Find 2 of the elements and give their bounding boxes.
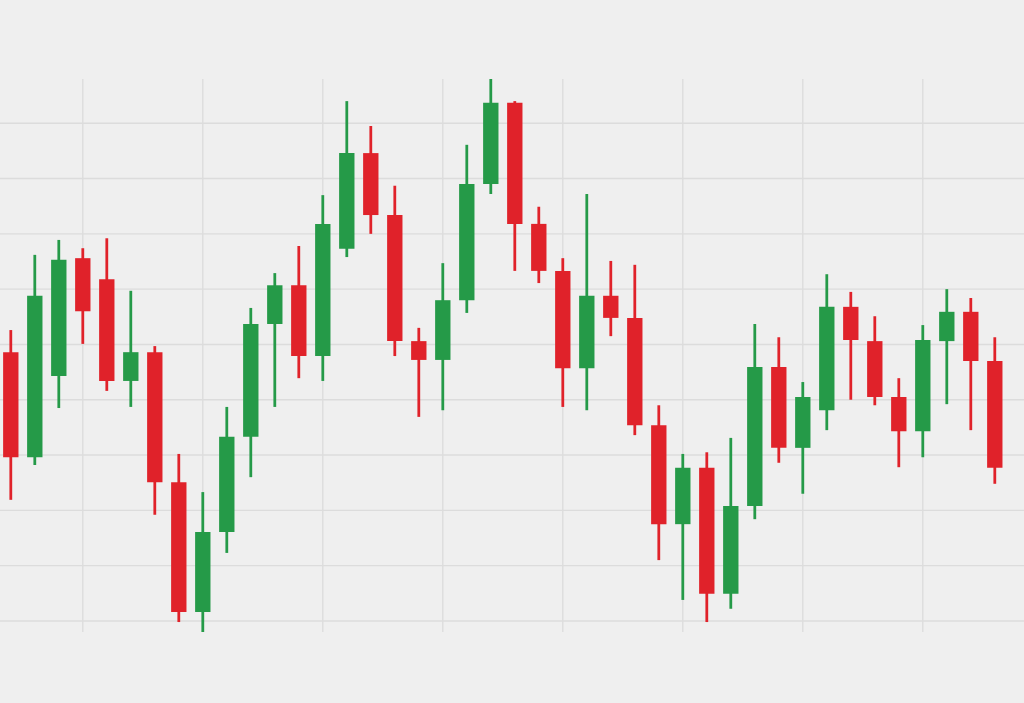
candlestick <box>603 259 619 338</box>
candlestick <box>411 326 427 419</box>
